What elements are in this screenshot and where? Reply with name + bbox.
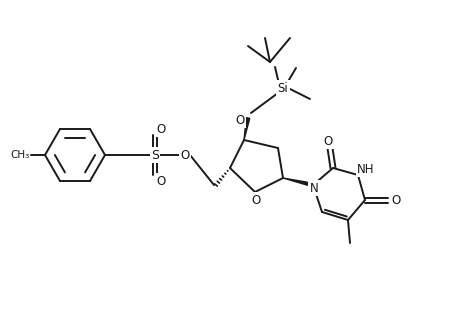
Text: O: O: [391, 193, 401, 206]
Text: NH: NH: [357, 163, 375, 176]
Polygon shape: [283, 178, 313, 187]
Text: N: N: [310, 181, 318, 194]
Text: O: O: [180, 149, 189, 162]
Text: O: O: [235, 113, 244, 126]
Text: O: O: [251, 193, 261, 206]
Polygon shape: [244, 118, 250, 140]
Text: S: S: [151, 149, 159, 162]
Text: CH₃: CH₃: [11, 150, 30, 160]
Text: O: O: [323, 134, 333, 147]
Text: O: O: [156, 175, 165, 188]
Text: Si: Si: [278, 82, 288, 95]
Text: O: O: [156, 122, 165, 136]
